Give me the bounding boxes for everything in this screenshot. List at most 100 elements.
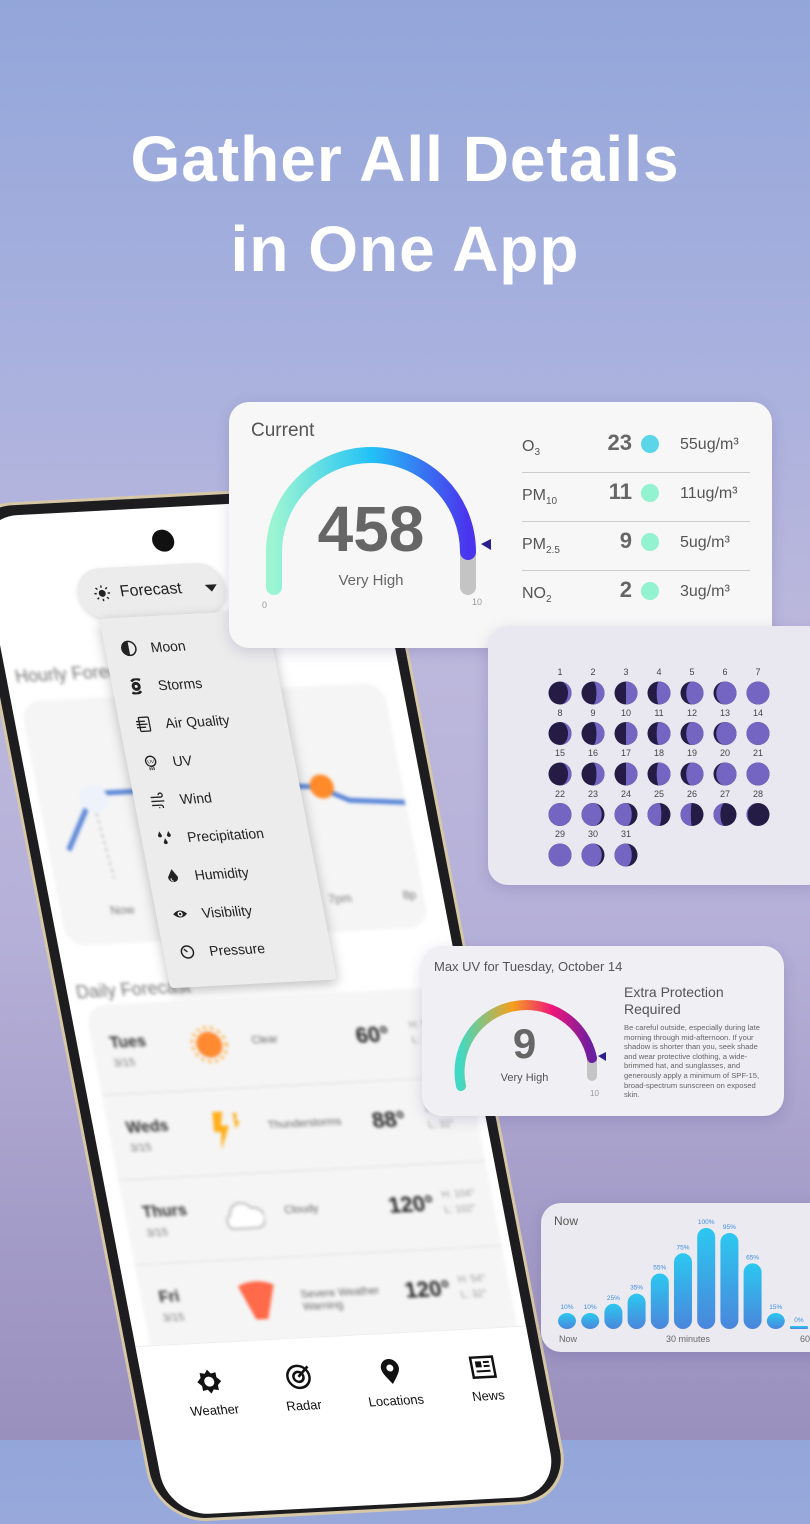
uv-heading: Extra Protection Required: [624, 984, 774, 1018]
uv-advice: Be careful outside, especially during la…: [624, 1023, 772, 1100]
bar: [651, 1273, 669, 1329]
x-tick: 30 minutes: [666, 1334, 710, 1344]
menu-item-label: Visibility: [200, 902, 253, 921]
moon-phase-icon[interactable]: [582, 722, 605, 745]
high: H: 54°: [457, 1271, 488, 1287]
moon-phase-icon[interactable]: [549, 722, 572, 745]
moon-phase-icon[interactable]: [648, 682, 671, 705]
moon-phase-icon[interactable]: [681, 803, 704, 826]
moon-phase-icon[interactable]: [747, 682, 770, 705]
moon-day-number: 23: [583, 789, 603, 799]
moon-phase-icon[interactable]: [714, 682, 737, 705]
chevron-down-icon: [205, 584, 218, 592]
moon-day-number: 11: [649, 708, 669, 718]
humidity-icon: [163, 868, 182, 885]
forecast-selector[interactable]: Forecast: [74, 562, 230, 620]
moon-icon: [119, 640, 138, 657]
moon-phase-icon[interactable]: [549, 844, 572, 867]
moon-phase-icon[interactable]: [648, 722, 671, 745]
moon-phase-icon[interactable]: [714, 763, 737, 786]
moon-phase-icon[interactable]: [681, 682, 704, 705]
moon-day-number: 10: [616, 708, 636, 718]
moon-phase-icon[interactable]: [615, 844, 638, 867]
nav-locations[interactable]: Locations: [344, 1357, 443, 1411]
moon-phase-icon[interactable]: [648, 803, 671, 826]
moon-day-number: 3: [616, 667, 636, 677]
moon-day-number: 6: [715, 667, 735, 677]
moon-phase-icon[interactable]: [549, 803, 572, 826]
moon-phase-icon[interactable]: [549, 763, 572, 786]
menu-item-label: Humidity: [193, 864, 250, 883]
bar: [604, 1304, 622, 1329]
pollutant-index: 9: [572, 528, 632, 554]
menu-item-pressure[interactable]: Pressure: [160, 925, 334, 972]
pollutant-amount: 11ug/m³: [680, 485, 738, 503]
low: L: 102°: [443, 1201, 479, 1218]
moon-phase-icon[interactable]: [648, 763, 671, 786]
moon-day-number: 12: [682, 708, 702, 718]
tornado-icon: [232, 1276, 284, 1322]
moon-day-number: 17: [616, 748, 636, 758]
moon-day-number: 8: [550, 708, 570, 718]
moon-phase-icon[interactable]: [714, 722, 737, 745]
moon-phase-icon[interactable]: [615, 722, 638, 745]
sun-icon: [183, 1022, 235, 1068]
gauge-marker: [598, 1052, 606, 1061]
high: H: 104°: [440, 1186, 476, 1203]
pollutant-amount: 3ug/m³: [680, 583, 730, 601]
bar: [720, 1233, 738, 1329]
moon-phase-icon[interactable]: [582, 844, 605, 867]
precipitation-bars: 10%10%25%35%55%75%100%95%65%15%0%: [541, 1203, 810, 1352]
nav-radar[interactable]: Radar: [251, 1362, 350, 1416]
status-dot: [641, 435, 659, 453]
hero-title-line1: Gather All Details: [0, 122, 810, 196]
bar-label: 10%: [584, 1304, 597, 1311]
moon-phase-icon[interactable]: [582, 803, 605, 826]
temperature: 88°: [370, 1106, 408, 1134]
moon-phase-icon[interactable]: [615, 763, 638, 786]
x-tick: Now: [559, 1334, 577, 1344]
day: Tues: [108, 1033, 147, 1053]
moon-phase-icon[interactable]: [582, 682, 605, 705]
moon-phase-icon[interactable]: [714, 803, 737, 826]
moon-phase-icon[interactable]: [747, 722, 770, 745]
bar: [744, 1263, 762, 1329]
moon-day-number: 22: [550, 789, 570, 799]
moon-phase-icon[interactable]: [615, 682, 638, 705]
nav-news[interactable]: News: [436, 1352, 535, 1406]
moon-phase-icon[interactable]: [747, 803, 770, 826]
moon-phase-icon[interactable]: [681, 763, 704, 786]
nav-label: Locations: [367, 1392, 425, 1410]
moon-phase-icon[interactable]: [582, 763, 605, 786]
radar-icon: [283, 1363, 314, 1390]
condition: Clear: [250, 1030, 342, 1047]
moon-phase-icon[interactable]: [549, 682, 572, 705]
menu-item-label: Storms: [156, 675, 203, 693]
hero-title-line2: in One App: [0, 212, 810, 286]
moon-phase-icon[interactable]: [615, 803, 638, 826]
moon-day-number: 2: [583, 667, 603, 677]
moon-day-number: 16: [583, 748, 603, 758]
bar: [767, 1313, 785, 1329]
hurricane-icon: [127, 678, 146, 695]
nav-weather[interactable]: Weather: [162, 1366, 261, 1420]
bar-label: 65%: [746, 1254, 759, 1261]
moon-phase-icon[interactable]: [747, 763, 770, 786]
moon-phase-icon[interactable]: [681, 722, 704, 745]
moon-day-number: 21: [748, 748, 768, 758]
precipitation-chart-card: Now 10%10%25%35%55%75%100%95%65%15%0% No…: [541, 1203, 810, 1352]
uv-icon: UV: [141, 754, 160, 771]
day: Thurs: [141, 1202, 189, 1222]
pollutant-name: PM10: [522, 487, 557, 507]
moon-day-number: 5: [682, 667, 702, 677]
uv-level: Very High: [472, 1072, 577, 1084]
pollutant-name: NO2: [522, 585, 552, 605]
bar: [790, 1326, 808, 1329]
bar-label: 35%: [630, 1285, 643, 1292]
bar-label: 100%: [698, 1219, 715, 1226]
bar-label: 25%: [607, 1295, 620, 1302]
temperature: 120°: [402, 1275, 452, 1303]
